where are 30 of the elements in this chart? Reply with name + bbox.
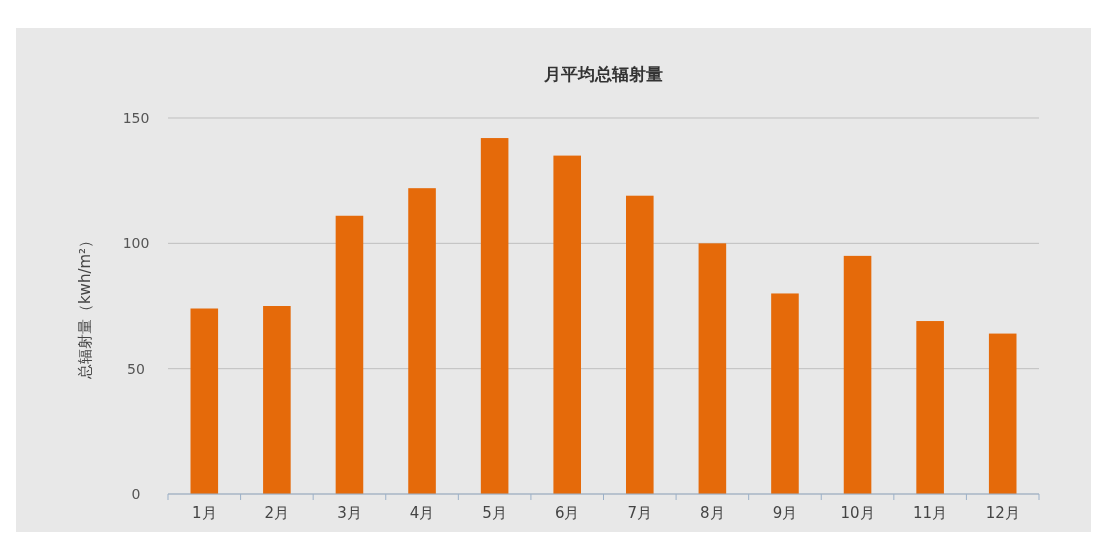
y-axis-title: 总辐射量（kwh/m²） xyxy=(76,232,94,381)
bar xyxy=(698,243,727,494)
y-tick-label: 50 xyxy=(127,360,145,377)
y-tick-label: 0 xyxy=(131,485,141,502)
x-tick-label: 9月 xyxy=(772,504,798,522)
bar xyxy=(988,333,1017,494)
bar xyxy=(335,215,364,494)
x-tick-label: 11月 xyxy=(913,504,948,522)
y-tick-label: 150 xyxy=(122,109,150,126)
x-tick-label: 3月 xyxy=(337,504,362,522)
x-tick-label: 6月 xyxy=(554,504,580,522)
bar xyxy=(916,321,944,494)
bar xyxy=(553,155,581,494)
bar xyxy=(480,138,509,494)
x-tick-label: 4月 xyxy=(409,504,435,522)
bar xyxy=(626,195,654,494)
x-tick-label: 2月 xyxy=(264,504,290,522)
bar xyxy=(771,293,799,494)
x-tick-label: 10月 xyxy=(840,504,875,522)
x-tick-label: 7月 xyxy=(627,504,653,522)
x-tick-label: 5月 xyxy=(482,504,507,522)
x-tick-label: 12月 xyxy=(985,504,1020,522)
bar xyxy=(408,188,436,494)
x-tick-label: 8月 xyxy=(700,504,725,522)
bar xyxy=(190,308,219,494)
bar xyxy=(263,306,291,494)
chart-title: 月平均总辐射量 xyxy=(543,64,663,84)
bar xyxy=(843,255,872,494)
y-tick-label: 100 xyxy=(122,235,150,252)
x-tick-label: 1月 xyxy=(192,504,217,522)
